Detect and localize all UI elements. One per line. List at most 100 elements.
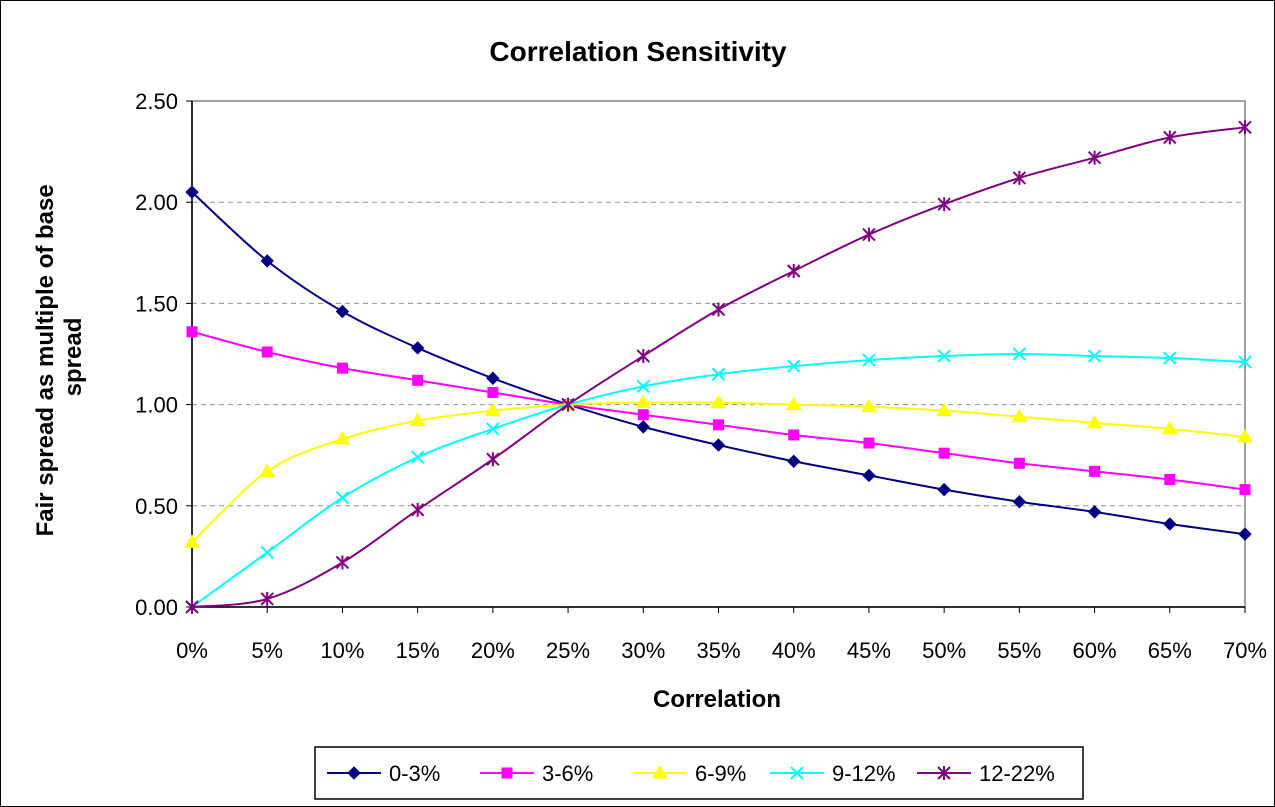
y-tick-label: 1.50 <box>135 291 178 316</box>
data-point <box>861 398 877 413</box>
legend-item: 12-22% <box>917 761 1055 786</box>
y-tick-label: 0.50 <box>135 494 178 519</box>
data-point <box>1238 355 1252 369</box>
data-point <box>788 429 800 441</box>
x-tick-label: 65% <box>1148 638 1192 663</box>
data-point <box>335 490 350 505</box>
x-tick-label: 55% <box>997 638 1041 663</box>
data-point <box>1012 347 1027 361</box>
data-point <box>937 197 951 212</box>
x-axis-title: Correlation <box>653 686 781 713</box>
legend-label: 0-3% <box>389 761 440 786</box>
data-point <box>1087 150 1102 165</box>
legend: 0-3% 3-6% 6-9% 9-12% 12-22% <box>314 746 1084 800</box>
y-axis-title: Fair spread as multiple of base spread <box>32 178 87 537</box>
data-point <box>1087 349 1102 363</box>
data-point <box>636 379 650 394</box>
legend-label: 9-12% <box>832 761 896 786</box>
data-point <box>1012 170 1027 185</box>
data-point <box>484 402 501 417</box>
series-line <box>191 352 1246 608</box>
series-line <box>191 126 1246 608</box>
data-point <box>713 419 724 431</box>
y-axis-title-line-1: Fair spread as multiple of base <box>32 184 59 536</box>
data-point <box>1163 351 1177 365</box>
data-point <box>261 346 273 358</box>
y-axis-title-line-2: spread <box>60 318 87 397</box>
x-tick-label: 50% <box>922 638 966 663</box>
data-point <box>260 254 274 268</box>
data-point <box>787 264 801 279</box>
x-tick-label: 10% <box>320 638 364 663</box>
y-tick-label: 2.50 <box>135 89 178 114</box>
x-tick-label: 5% <box>251 638 283 663</box>
data-point <box>260 591 274 606</box>
data-point <box>412 374 424 386</box>
data-point <box>335 555 350 570</box>
data-point <box>937 482 951 497</box>
data-point <box>787 454 801 468</box>
data-point <box>711 367 726 381</box>
data-point <box>486 452 500 467</box>
legend-label: 6-9% <box>695 761 746 786</box>
legend-marker <box>347 766 361 780</box>
series-12-22% <box>185 120 1252 614</box>
y-tick-label: 1.00 <box>135 393 178 418</box>
legend-item: 6-9% <box>633 761 746 786</box>
data-point <box>410 341 425 355</box>
legend-item: 0-3% <box>327 761 440 786</box>
data-point <box>636 349 650 364</box>
series-9-12% <box>185 347 1252 614</box>
x-tick-label: 15% <box>396 638 440 663</box>
data-point <box>1012 495 1027 509</box>
data-point <box>862 227 876 242</box>
data-point <box>937 349 951 363</box>
x-tick-label: 70% <box>1223 638 1267 663</box>
data-point <box>787 359 801 373</box>
data-point <box>1163 517 1177 531</box>
x-tick-label: 60% <box>1073 638 1117 663</box>
data-point <box>1238 120 1252 135</box>
data-point <box>334 431 351 445</box>
legend-marker <box>501 767 513 779</box>
data-point <box>1164 473 1176 485</box>
data-point <box>711 438 726 452</box>
data-point <box>1089 465 1101 477</box>
legend-item: 9-12% <box>770 761 896 786</box>
data-point <box>486 371 500 385</box>
x-tick-label: 40% <box>772 638 816 663</box>
data-point <box>1087 505 1102 519</box>
data-point <box>184 534 200 548</box>
legend-marker <box>937 766 951 780</box>
x-tick-label: 30% <box>621 638 665 663</box>
data-point <box>185 185 199 199</box>
x-tick-label: 25% <box>546 638 590 663</box>
data-point <box>561 397 575 412</box>
data-point <box>260 545 274 560</box>
data-point <box>186 326 198 338</box>
data-point <box>185 600 199 614</box>
data-point <box>1163 130 1177 145</box>
x-tick-label: 20% <box>471 638 515 663</box>
legend-label: 12-22% <box>979 761 1055 786</box>
data-point <box>1238 527 1252 541</box>
data-point <box>785 396 802 411</box>
plot-area: 0.00 0.50 1.00 1.50 2.00 2.50 0% 5% 10% 15% 20% 25%… <box>135 89 1267 663</box>
data-point <box>635 394 652 409</box>
legend-label: 3-6% <box>542 761 593 786</box>
x-tick-label: 35% <box>696 638 740 663</box>
data-point <box>936 402 953 417</box>
y-tick-label: 2.00 <box>135 190 178 215</box>
legend-marker <box>790 766 804 780</box>
data-point <box>1011 408 1028 423</box>
data-point <box>862 468 876 483</box>
data-point <box>410 450 425 464</box>
data-point <box>409 412 426 427</box>
data-point <box>1239 484 1251 496</box>
data-point <box>1161 420 1178 435</box>
data-point <box>1013 457 1025 469</box>
data-point <box>711 302 726 317</box>
data-point <box>336 362 348 374</box>
